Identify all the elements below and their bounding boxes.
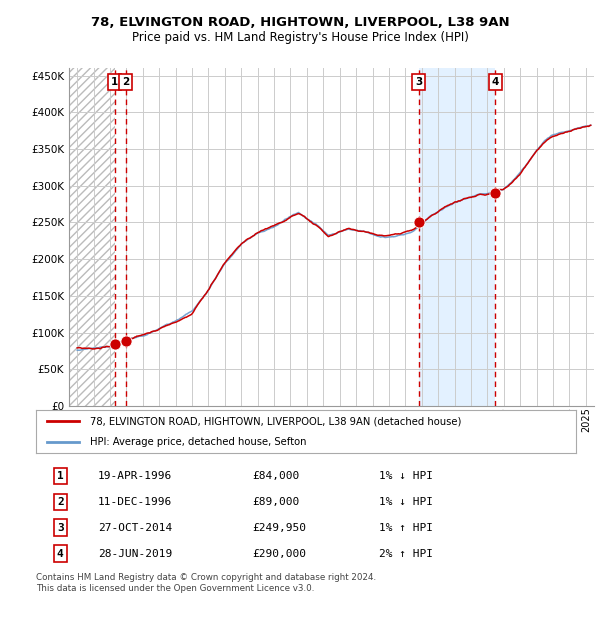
Text: 1: 1 [112,77,119,87]
Text: 1% ↓ HPI: 1% ↓ HPI [379,497,433,507]
Text: 28-JUN-2019: 28-JUN-2019 [98,549,172,559]
Text: £290,000: £290,000 [252,549,306,559]
Text: HPI: Average price, detached house, Sefton: HPI: Average price, detached house, Seft… [90,436,307,446]
Text: 1% ↓ HPI: 1% ↓ HPI [379,471,433,481]
Text: 2: 2 [57,497,64,507]
Text: 1: 1 [57,471,64,481]
Text: 19-APR-1996: 19-APR-1996 [98,471,172,481]
Text: 2: 2 [122,77,129,87]
Text: 3: 3 [57,523,64,533]
Bar [69,68,115,406]
Text: 4: 4 [492,77,499,87]
Text: £84,000: £84,000 [252,471,299,481]
Text: 78, ELVINGTON ROAD, HIGHTOWN, LIVERPOOL, L38 9AN: 78, ELVINGTON ROAD, HIGHTOWN, LIVERPOOL,… [91,16,509,29]
Text: 2% ↑ HPI: 2% ↑ HPI [379,549,433,559]
Text: 1% ↑ HPI: 1% ↑ HPI [379,523,433,533]
Text: 4: 4 [57,549,64,559]
Text: 11-DEC-1996: 11-DEC-1996 [98,497,172,507]
Text: £89,000: £89,000 [252,497,299,507]
Text: £249,950: £249,950 [252,523,306,533]
Bar [419,68,496,406]
Text: 78, ELVINGTON ROAD, HIGHTOWN, LIVERPOOL, L38 9AN (detached house): 78, ELVINGTON ROAD, HIGHTOWN, LIVERPOOL,… [90,417,461,427]
Text: 27-OCT-2014: 27-OCT-2014 [98,523,172,533]
Text: Contains HM Land Registry data © Crown copyright and database right 2024.
This d: Contains HM Land Registry data © Crown c… [36,574,376,593]
Text: Price paid vs. HM Land Registry's House Price Index (HPI): Price paid vs. HM Land Registry's House … [131,31,469,44]
Text: 3: 3 [415,77,422,87]
